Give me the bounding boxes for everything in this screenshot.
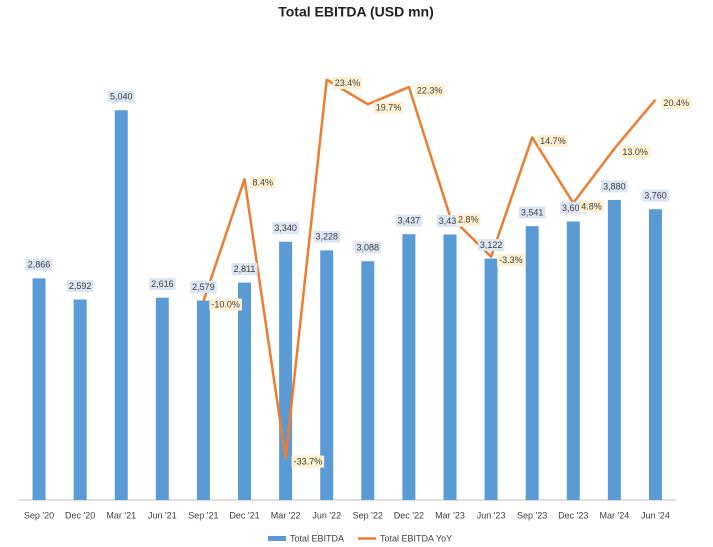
line-label-box bbox=[291, 455, 325, 468]
bar-label: 3,760 bbox=[644, 191, 667, 201]
bar-label-box bbox=[477, 238, 505, 251]
bar-label: 2,579 bbox=[192, 282, 215, 292]
bar-label: 3,433 bbox=[439, 216, 462, 226]
x-tick-label: Dec '21 bbox=[229, 510, 259, 520]
bar-label: 2,866 bbox=[28, 260, 51, 270]
line-label: -3.3% bbox=[499, 255, 523, 265]
line-label-box bbox=[497, 254, 525, 267]
bar bbox=[443, 234, 457, 501]
bar-label: 3,602 bbox=[562, 203, 585, 213]
line-label-box bbox=[661, 97, 691, 110]
bar-label-box bbox=[149, 278, 176, 291]
x-tick-label: Jun '22 bbox=[312, 510, 341, 520]
bar-label: 2,616 bbox=[151, 279, 174, 289]
bar bbox=[648, 209, 662, 500]
line-label: 4.8% bbox=[581, 201, 602, 211]
line-label-box bbox=[455, 213, 481, 226]
line-label-box bbox=[373, 101, 404, 114]
bar bbox=[402, 234, 416, 501]
x-tick-label: Jun '21 bbox=[148, 510, 177, 520]
line-label-box bbox=[250, 176, 276, 189]
x-tick-label: Jun '24 bbox=[641, 510, 670, 520]
bar-label-box bbox=[518, 206, 546, 219]
bar-label: 2,592 bbox=[69, 281, 92, 291]
line-label: 8.4% bbox=[253, 178, 274, 188]
bar-label: 3,340 bbox=[274, 223, 297, 233]
line-label-box bbox=[620, 146, 650, 159]
bar bbox=[484, 258, 498, 500]
bar bbox=[320, 250, 334, 500]
line-label-box bbox=[209, 298, 242, 311]
bar-label: 3,541 bbox=[521, 208, 544, 218]
x-tick-label: Sep '22 bbox=[353, 510, 383, 520]
line-label: 2.8% bbox=[458, 215, 479, 225]
line-label: 19.7% bbox=[376, 103, 402, 113]
x-tick-label: Dec '23 bbox=[558, 510, 588, 520]
bar-label: 3,437 bbox=[398, 216, 421, 226]
line-label: 20.4% bbox=[663, 98, 689, 108]
bar-label-box bbox=[272, 222, 299, 235]
legend-swatch bbox=[268, 536, 286, 541]
bar-label: 2,811 bbox=[234, 264, 256, 274]
line-label: 14.7% bbox=[540, 136, 566, 146]
bar-label-box bbox=[107, 90, 135, 103]
bar bbox=[607, 199, 621, 501]
line-label-box bbox=[538, 134, 568, 147]
bar-label-box bbox=[66, 279, 94, 292]
bar-label: 3,088 bbox=[357, 243, 380, 253]
bar-label: 5,040 bbox=[110, 92, 133, 102]
bar-label-box bbox=[601, 180, 628, 193]
bar-label: 3,880 bbox=[603, 181, 626, 191]
x-tick-label: Mar '22 bbox=[271, 510, 301, 520]
bar bbox=[73, 299, 87, 500]
legend-label: Total EBITDA bbox=[290, 533, 344, 543]
legend-label: Total EBITDA YoY bbox=[380, 533, 452, 543]
bar bbox=[155, 297, 169, 500]
line-label-box bbox=[332, 77, 363, 90]
x-tick-label: Mar '24 bbox=[599, 510, 629, 520]
bar bbox=[238, 282, 252, 500]
bar bbox=[525, 226, 539, 501]
bar-label-box bbox=[395, 214, 423, 227]
bar bbox=[196, 300, 210, 500]
x-tick-label: Sep '23 bbox=[517, 510, 547, 520]
line-label: 23.4% bbox=[335, 78, 361, 88]
bar bbox=[361, 261, 375, 500]
line-label: -33.7% bbox=[294, 457, 323, 467]
bar bbox=[32, 278, 46, 500]
line-label-box bbox=[414, 84, 445, 97]
x-tick-label: Sep '20 bbox=[24, 510, 54, 520]
line-label: -10.0% bbox=[211, 300, 240, 310]
bar-label: 3,228 bbox=[315, 232, 338, 242]
x-tick-label: Dec '22 bbox=[394, 510, 424, 520]
bar-label-box bbox=[313, 230, 340, 243]
x-tick-label: Dec '20 bbox=[65, 510, 95, 520]
bar bbox=[114, 110, 128, 501]
x-tick-label: Jun '23 bbox=[477, 510, 506, 520]
x-tick-label: Mar '21 bbox=[106, 510, 136, 520]
x-tick-label: Sep '21 bbox=[188, 510, 218, 520]
bar-label-box bbox=[354, 241, 382, 254]
line-label: 22.3% bbox=[417, 85, 443, 95]
line-label-box bbox=[579, 200, 604, 213]
bar bbox=[279, 241, 293, 500]
bar-label-box bbox=[231, 262, 258, 275]
line bbox=[202, 78, 657, 460]
bar-label-box bbox=[642, 189, 669, 202]
bar-label: 3,122 bbox=[480, 240, 503, 250]
bar-label-box bbox=[190, 280, 217, 293]
chart-title: Total EBITDA (USD mn) bbox=[278, 4, 434, 20]
bar-label-box bbox=[25, 258, 53, 271]
line-label: 13.0% bbox=[622, 147, 648, 157]
bar bbox=[566, 221, 580, 501]
x-tick-label: Mar '23 bbox=[435, 510, 465, 520]
